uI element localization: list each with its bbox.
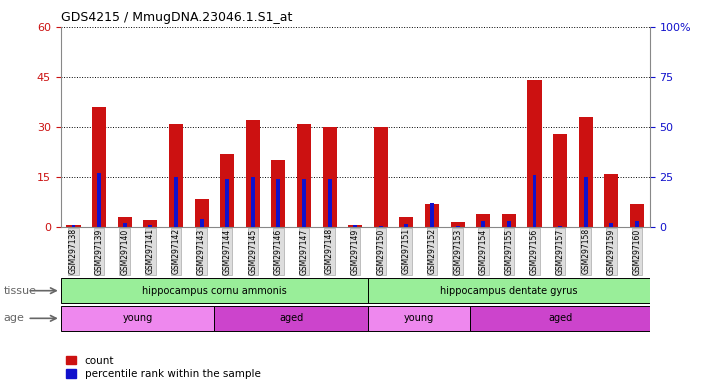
Text: hippocampus cornu ammonis: hippocampus cornu ammonis (142, 286, 287, 296)
Bar (348, 225, 362, 227)
Text: aged: aged (279, 313, 303, 323)
Bar (374, 127, 388, 227)
Bar (251, 177, 255, 227)
Text: tissue: tissue (4, 286, 36, 296)
Bar (404, 224, 408, 227)
Bar (533, 175, 536, 227)
Bar (200, 219, 203, 227)
Bar (323, 127, 336, 227)
Bar (430, 203, 434, 227)
Bar (584, 177, 588, 227)
Bar (507, 221, 511, 227)
Text: young: young (122, 313, 153, 323)
Bar (297, 124, 311, 227)
Bar (476, 214, 491, 227)
Bar (368, 278, 650, 303)
Bar (220, 154, 234, 227)
Bar (61, 278, 368, 303)
Bar (123, 223, 126, 227)
Bar (368, 306, 471, 331)
Bar (379, 226, 383, 227)
Text: aged: aged (548, 313, 572, 323)
Bar (558, 226, 562, 227)
Bar (71, 225, 76, 227)
Bar (214, 306, 368, 331)
Bar (276, 179, 281, 227)
Bar (66, 225, 81, 227)
Bar (471, 306, 650, 331)
Bar (92, 107, 106, 227)
Bar (578, 117, 593, 227)
Bar (353, 225, 357, 227)
Bar (502, 214, 516, 227)
Bar (456, 226, 460, 227)
Bar (604, 174, 618, 227)
Bar (425, 204, 439, 227)
Text: young: young (404, 313, 434, 323)
Text: age: age (4, 313, 24, 323)
Bar (118, 217, 132, 227)
Bar (149, 225, 152, 227)
Bar (194, 199, 208, 227)
Bar (609, 223, 613, 227)
Bar (174, 177, 178, 227)
Bar (302, 179, 306, 227)
Bar (630, 204, 644, 227)
Bar (97, 173, 101, 227)
Bar (528, 80, 541, 227)
Bar (271, 160, 286, 227)
Text: hippocampus dentate gyrus: hippocampus dentate gyrus (440, 286, 578, 296)
Bar (451, 222, 465, 227)
Legend: count, percentile rank within the sample: count, percentile rank within the sample (66, 356, 261, 379)
Bar (225, 179, 229, 227)
Bar (481, 221, 486, 227)
Bar (635, 221, 639, 227)
Bar (246, 120, 260, 227)
Bar (169, 124, 183, 227)
Bar (553, 134, 567, 227)
Bar (399, 217, 413, 227)
Bar (144, 220, 157, 227)
Bar (61, 306, 214, 331)
Bar (328, 179, 331, 227)
Text: GDS4215 / MmugDNA.23046.1.S1_at: GDS4215 / MmugDNA.23046.1.S1_at (61, 11, 292, 24)
